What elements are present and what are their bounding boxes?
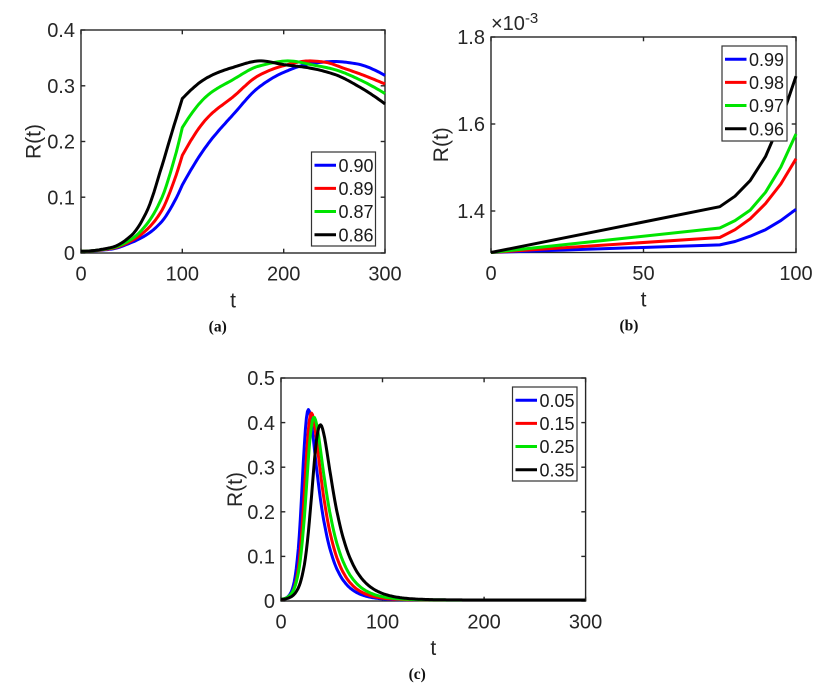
svg-text:300: 300 [368, 264, 401, 286]
svg-text:0.87: 0.87 [339, 202, 374, 222]
svg-text:0: 0 [75, 264, 86, 286]
svg-text:0.4: 0.4 [247, 413, 275, 435]
svg-text:0.3: 0.3 [47, 76, 75, 98]
svg-text:0.3: 0.3 [247, 457, 275, 479]
svg-text:0.89: 0.89 [339, 179, 374, 199]
svg-text:(b): (b) [620, 318, 639, 335]
svg-text:0.97: 0.97 [749, 96, 784, 116]
svg-text:0.2: 0.2 [47, 132, 75, 154]
svg-text:0.25: 0.25 [540, 437, 575, 457]
svg-text:0.2: 0.2 [247, 502, 275, 524]
svg-text:0.5: 0.5 [247, 368, 275, 390]
svg-text:1.4: 1.4 [457, 201, 485, 223]
svg-text:(a): (a) [209, 319, 227, 336]
svg-text:300: 300 [569, 612, 602, 634]
svg-text:R(t): R(t) [430, 127, 453, 162]
svg-text:0.99: 0.99 [749, 50, 784, 70]
svg-text:t: t [430, 637, 436, 660]
svg-text:t: t [230, 290, 236, 313]
svg-text:R(t): R(t) [224, 472, 247, 507]
svg-text:0: 0 [264, 591, 275, 613]
svg-text:t: t [641, 289, 647, 312]
svg-text:0.96: 0.96 [749, 119, 784, 139]
svg-text:1.8: 1.8 [457, 27, 485, 49]
svg-text:100: 100 [779, 263, 812, 285]
svg-text:0.05: 0.05 [540, 391, 575, 411]
svg-text:0: 0 [485, 263, 496, 285]
svg-text:1.6: 1.6 [457, 114, 485, 136]
svg-text:0.35: 0.35 [540, 460, 575, 480]
svg-text:0.1: 0.1 [247, 547, 275, 569]
svg-text:50: 50 [632, 263, 654, 285]
svg-text:100: 100 [166, 264, 199, 286]
svg-text:0.86: 0.86 [339, 225, 374, 245]
svg-text:0: 0 [275, 612, 286, 634]
svg-text:(c): (c) [409, 666, 426, 683]
svg-text:R(t): R(t) [22, 124, 45, 159]
svg-text:200: 200 [467, 612, 500, 634]
svg-text:0.90: 0.90 [339, 156, 374, 176]
svg-text:100: 100 [366, 612, 399, 634]
svg-text:0.98: 0.98 [749, 73, 784, 93]
svg-text:0.15: 0.15 [540, 414, 575, 434]
svg-text:200: 200 [267, 264, 300, 286]
svg-text:0.4: 0.4 [47, 20, 75, 42]
svg-text:0.1: 0.1 [47, 187, 75, 209]
svg-text:0: 0 [64, 243, 75, 265]
